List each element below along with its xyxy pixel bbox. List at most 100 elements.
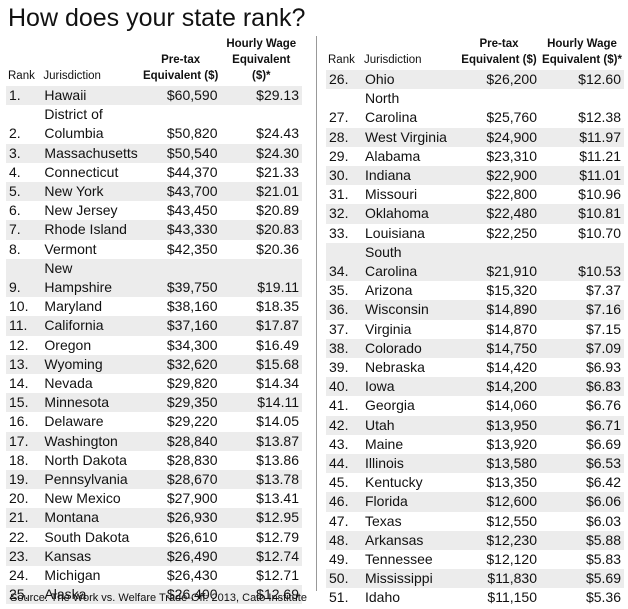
table-row: 33. Louisiana $22,250 $10.70 <box>326 224 624 243</box>
table-row: 27. North Carolina $25,760 $12.38 <box>326 89 624 127</box>
rank-cell: 44. <box>326 454 362 474</box>
jurisdiction-cell: Michigan <box>44 567 101 584</box>
table-row: 24. Michigan $26,430 $12.71 <box>6 566 302 585</box>
jurisdiction-cell: Delaware <box>44 413 104 430</box>
pretax-cell: $14,060 <box>486 397 537 414</box>
table-row: 14. Nevada $29,820 $14.34 <box>6 374 302 393</box>
hourly-cell: $5.83 <box>585 551 621 568</box>
pretax-cell: $11,150 <box>487 589 537 606</box>
jurisdiction-cell: Texas <box>365 512 402 529</box>
jurisdiction-cell: Idaho <box>365 589 401 606</box>
jurisdiction-cell: Indiana <box>362 166 458 186</box>
jurisdiction-cell: Massachusetts <box>41 143 141 163</box>
rank-cell: 12. <box>9 336 29 353</box>
jurisdiction-cell: Kentucky <box>365 474 423 491</box>
jurisdiction-cell: California <box>41 316 141 336</box>
pretax-cell: $26,490 <box>140 546 221 567</box>
pretax-cell: $43,450 <box>166 202 218 219</box>
rank-cell: 7. <box>6 220 42 240</box>
table-row: 34. South Carolina $21,910 $10.53 <box>326 242 624 282</box>
table-row: 35. Arizona $15,320 $7.37 <box>326 281 624 300</box>
rank-cell: 14. <box>9 375 29 392</box>
jurisdiction-cell: Arizona <box>365 282 413 299</box>
rank-cell: 11. <box>6 316 42 336</box>
rank-table: Rank Jurisdiction Pre-tax Equivalent ($) Ho… <box>6 36 302 605</box>
table-row: 11. California $37,160 $17.87 <box>6 316 302 336</box>
pretax-cell: $14,750 <box>458 338 540 359</box>
header-row: Rank Jurisdiction Pre-tax Equivalent ($) Ho… <box>326 36 624 70</box>
rank-cell: 45. <box>329 474 349 491</box>
pretax-cell: $28,840 <box>140 431 221 451</box>
rank-cell: 13. <box>6 354 42 375</box>
rank-cell: 1. <box>6 86 42 106</box>
rank-cell: 10. <box>9 298 29 315</box>
rank-cell: 33. <box>329 224 349 241</box>
hourly-cell: $5.36 <box>585 589 621 606</box>
table-row: 8. Vermont $42,350 $20.36 <box>6 240 302 259</box>
table-row: 18. North Dakota $28,830 $13.86 <box>6 451 302 470</box>
rank-cell: 51. <box>329 589 349 606</box>
pretax-cell: $43,330 <box>140 220 221 240</box>
hourly-cell: $18.35 <box>256 298 299 315</box>
jurisdiction-cell: Vermont <box>44 240 97 257</box>
rank-cell: 9. <box>6 258 42 298</box>
rank-cell: 34. <box>326 242 362 282</box>
jurisdiction-cell: Louisiana <box>365 224 425 241</box>
rank-cell: 41. <box>329 397 349 414</box>
jurisdiction-cell: South Dakota <box>44 528 130 545</box>
hourly-cell: $7.16 <box>540 300 624 320</box>
jurisdiction-cell: Mississippi <box>362 569 458 589</box>
rank-cell: 48. <box>326 530 362 551</box>
pretax-cell: $29,220 <box>166 413 218 430</box>
pretax-cell: $38,160 <box>166 298 218 315</box>
jurisdiction-cell: Maryland <box>44 298 102 315</box>
hourly-cell: $5.69 <box>540 569 624 589</box>
rank-cell: 47. <box>329 512 349 529</box>
hourly-cell: $12.71 <box>256 567 299 584</box>
hourly-cell: $17.87 <box>220 316 302 336</box>
rank-cell: 4. <box>9 163 21 180</box>
rank-cell: 26. <box>326 70 362 90</box>
divider <box>316 36 317 591</box>
jurisdiction-cell: Wisconsin <box>362 300 458 320</box>
pretax-cell: $28,670 <box>140 470 221 490</box>
table-row: 4. Connecticut $44,370 $21.33 <box>6 163 302 182</box>
pretax-cell: $24,900 <box>458 127 540 147</box>
jurisdiction-cell: Hawaii <box>41 86 141 106</box>
table-row: 26. Ohio $26,200 $12.60 <box>326 70 624 90</box>
rank-cell: 29. <box>329 147 349 164</box>
hourly-cell: $14.11 <box>220 393 302 413</box>
jurisdiction-cell: Virginia <box>365 320 412 337</box>
pretax-cell: $26,930 <box>140 508 221 528</box>
jurisdiction-cell: Ohio <box>362 70 458 90</box>
pretax-cell: $13,580 <box>458 454 540 474</box>
hourly-cell: $10.81 <box>540 204 624 224</box>
hourly-header: Hourly Wage Equivalent ($)* <box>226 38 297 82</box>
pretax-cell: $22,800 <box>486 186 537 203</box>
hourly-cell: $6.71 <box>540 415 624 435</box>
table-row: 25. Alaska $26,400 $12.69 <box>6 585 302 605</box>
title: How does your state rank? <box>8 4 306 32</box>
table-row: 17. Washington $28,840 $13.87 <box>6 431 302 451</box>
pretax-cell: $50,540 <box>140 143 221 163</box>
table-row: 10. Maryland $38,160 $18.35 <box>6 297 302 316</box>
jurisdiction-header: Jurisdiction <box>43 70 101 82</box>
table-row: 20. New Mexico $27,900 $13.41 <box>6 489 302 508</box>
table-row: 6. New Jersey $43,450 $20.89 <box>6 201 302 220</box>
rank-header: Rank <box>8 70 35 82</box>
rank-cell: 27. <box>329 109 349 126</box>
pretax-cell: $26,430 <box>166 567 218 584</box>
hourly-cell: $11.21 <box>579 147 621 164</box>
table-row: 15. Minnesota $29,350 $14.11 <box>6 393 302 413</box>
hourly-header: Hourly Wage Equivalent ($)* <box>542 38 622 66</box>
table-row: 42. Utah $13,950 $6.71 <box>326 415 624 435</box>
table-row: 50. Mississippi $11,830 $5.69 <box>326 569 624 589</box>
table-row: 31. Missouri $22,800 $10.96 <box>326 185 624 204</box>
pretax-cell: $12,600 <box>458 492 540 512</box>
hourly-cell: $20.36 <box>256 240 299 257</box>
hourly-cell: $19.11 <box>220 258 302 298</box>
pretax-header: Pre-tax Equivalent ($) <box>461 38 537 66</box>
hourly-cell: $6.93 <box>585 359 621 376</box>
table-row: 19. Pennsylvania $28,670 $13.78 <box>6 470 302 490</box>
jurisdiction-cell: Montana <box>41 508 141 528</box>
